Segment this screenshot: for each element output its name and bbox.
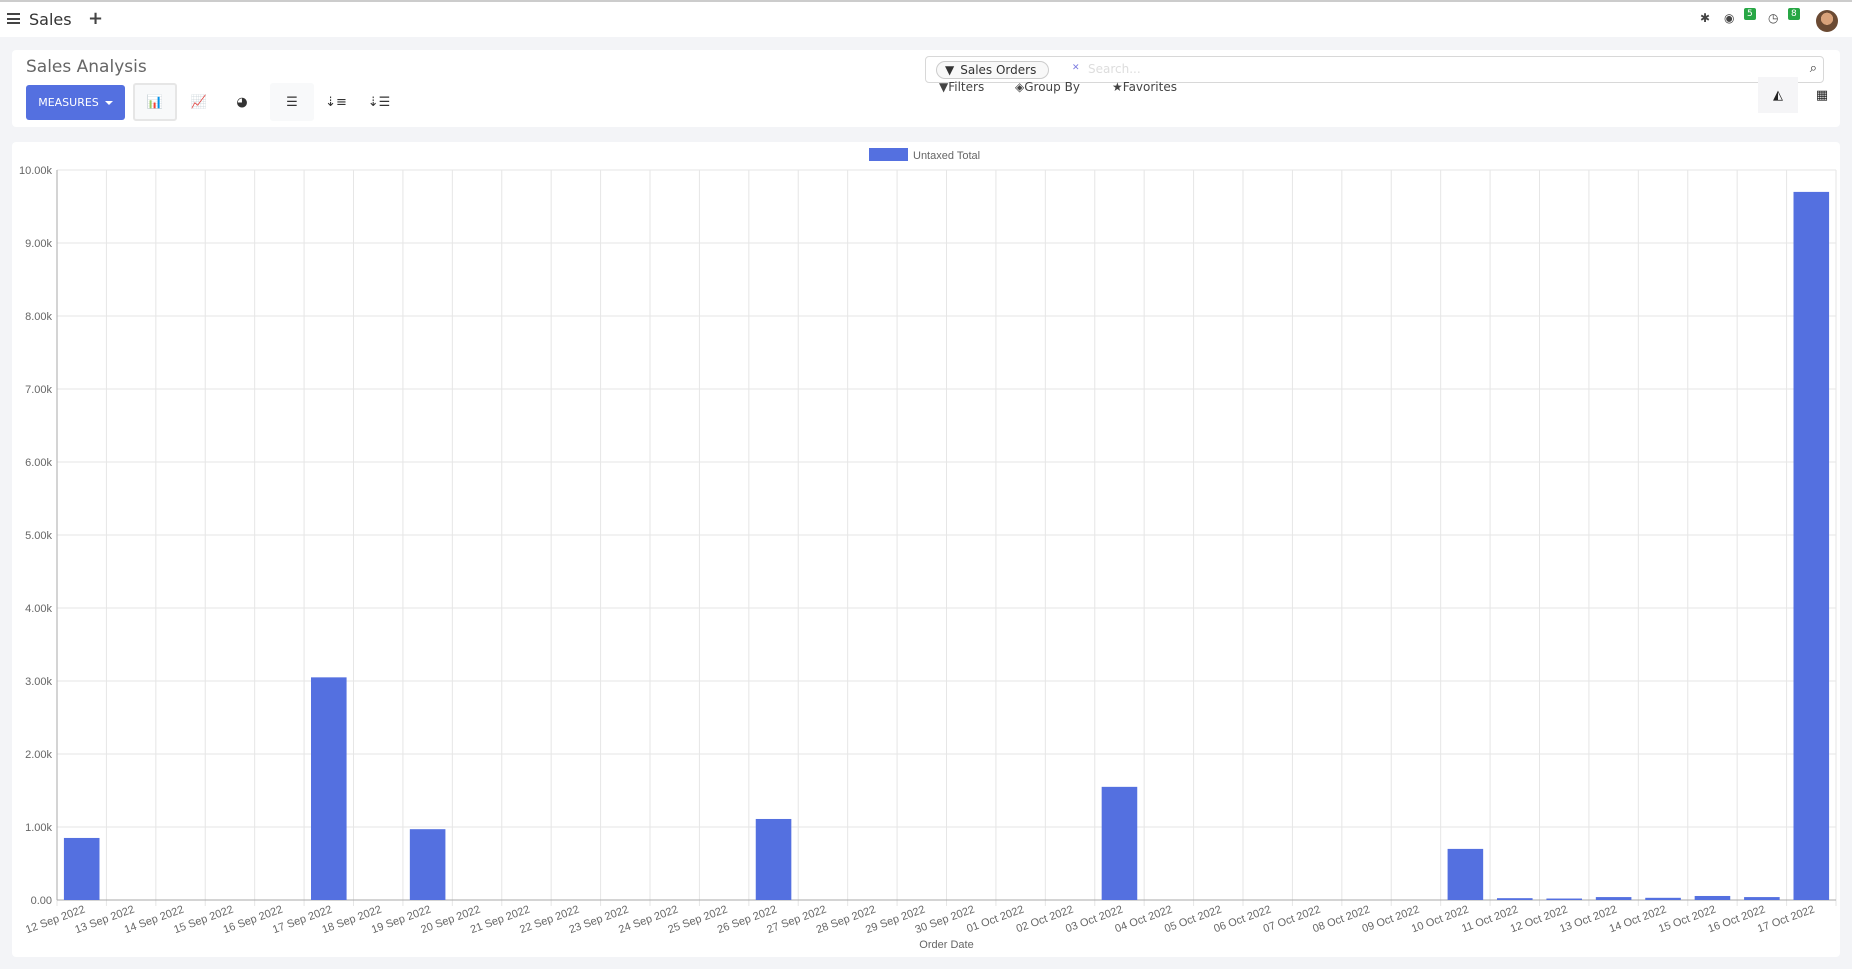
y-tick-label: 6.00k [25,457,52,469]
group-by-label: Group By [1024,80,1080,94]
bar-chart-button[interactable]: 📊 [133,83,177,121]
activities-count-badge: 8 [1788,8,1800,20]
bar-11-oct-2022 [1497,898,1533,900]
filter-icon: ▼ [945,63,955,77]
table-grid-icon: ▦ [1815,87,1829,103]
bar-15-oct-2022 [1694,895,1731,900]
bar-12-oct-2022 [1546,898,1582,900]
y-tick-label: 2.00k [25,749,52,761]
x-axis-title: Order Date [919,939,973,951]
bar-26-sep-2022 [755,818,792,900]
stacked-button[interactable]: ☰ [270,83,314,121]
remove-facet-icon[interactable]: ✕ [1072,63,1080,73]
sort-descending-icon: ⇣≡ [325,94,347,110]
graph-view-button[interactable]: ◭ [1758,77,1798,113]
caret-down-icon [104,100,113,105]
bar-13-oct-2022 [1595,897,1632,900]
facet-label: Sales Orders [960,63,1037,77]
page-title: Sales Analysis [26,57,147,77]
area-chart-icon: ◭ [1773,87,1783,103]
bar-chart: 0.00 1.00k 2.00k 3.00k 4.00k 5.00k 6.00k 7.00k 8… [19,148,1837,951]
search-facet-sales-orders[interactable]: ▼ Sales Orders [936,61,1050,79]
favorites-button[interactable]: ★Favorites [1112,80,1177,94]
bar-10-oct-2022 [1447,848,1484,900]
hamburger-menu-icon[interactable] [7,13,20,24]
y-tick-label: 8.00k [25,311,52,323]
measures-button[interactable]: MEASURES [26,85,125,120]
bar-03-oct-2022 [1101,786,1138,900]
favorites-label: Favorites [1122,80,1177,94]
line-chart-icon: 📈 [190,94,208,110]
search-bar[interactable]: ▼ Sales Orders ✕ Search... ⌕ [925,56,1824,83]
group-by-button[interactable]: ◈Group By [1015,80,1080,94]
line-chart-button[interactable]: 📈 [177,83,221,121]
sort-descending-button[interactable]: ⇣≡ [314,83,358,121]
y-tick-label: 9.00k [25,238,52,250]
plus-icon[interactable]: + [88,8,104,29]
messages-icon[interactable]: ◉ [1724,11,1735,25]
bar-17-sep-2022 [311,677,347,900]
y-tick-label: 7.00k [25,384,52,396]
search-input[interactable]: Search... [1088,62,1141,76]
messages-count-badge: 5 [1744,8,1756,20]
bar-19-sep-2022 [409,829,446,900]
user-avatar[interactable] [1816,10,1838,32]
app-name[interactable]: Sales [29,10,72,29]
y-tick-label: 0.00 [31,895,52,907]
layers-icon: ◈ [1015,80,1025,94]
bar-17-oct-2022 [1793,191,1830,900]
y-tick-label: 3.00k [25,676,52,688]
bar-14-oct-2022 [1645,897,1681,900]
x-tick-label: 17 Oct 2022 [1756,904,1816,936]
bar-12-sep-2022 [63,837,100,900]
y-tick-label: 10.00k [19,165,53,177]
chart-card: 0.00 1.00k 2.00k 3.00k 4.00k 5.00k 6.00k 7.00k 8… [12,142,1840,957]
filters-label: Filters [948,80,985,94]
y-tick-label: 5.00k [25,530,52,542]
database-stack-icon: ☰ [286,94,298,110]
filters-button[interactable]: ▼Filters [939,80,984,94]
filter-icon: ▼ [939,80,949,94]
pie-chart-icon: ◕ [236,94,248,110]
measures-label: MEASURES [38,96,99,109]
y-tick-label: 4.00k [25,603,52,615]
top-navbar: Sales + ✱ ◉ 5 ◷ 8 [0,0,1852,37]
activities-clock-icon[interactable]: ◷ [1768,11,1779,25]
y-tick-label: 1.00k [25,822,52,834]
pivot-view-button[interactable]: ▦ [1802,77,1842,113]
bug-icon[interactable]: ✱ [1700,11,1711,25]
bar-chart-icon: 📊 [146,94,164,110]
legend-swatch [869,148,908,161]
control-panel: Sales Analysis MEASURES 📊 📈 ◕ ☰ ⇣≡ ⇣☰ ▼ S… [12,50,1840,127]
search-icon[interactable]: ⌕ [1809,61,1817,76]
bar-16-oct-2022 [1744,897,1780,900]
sort-ascending-button[interactable]: ⇣☰ [357,83,401,121]
pie-chart-button[interactable]: ◕ [220,83,264,121]
star-icon: ★ [1112,80,1123,94]
sort-ascending-icon: ⇣☰ [367,94,391,110]
x-tick-label: 10 Oct 2022 [1410,904,1470,936]
legend-label: Untaxed Total [913,150,980,162]
